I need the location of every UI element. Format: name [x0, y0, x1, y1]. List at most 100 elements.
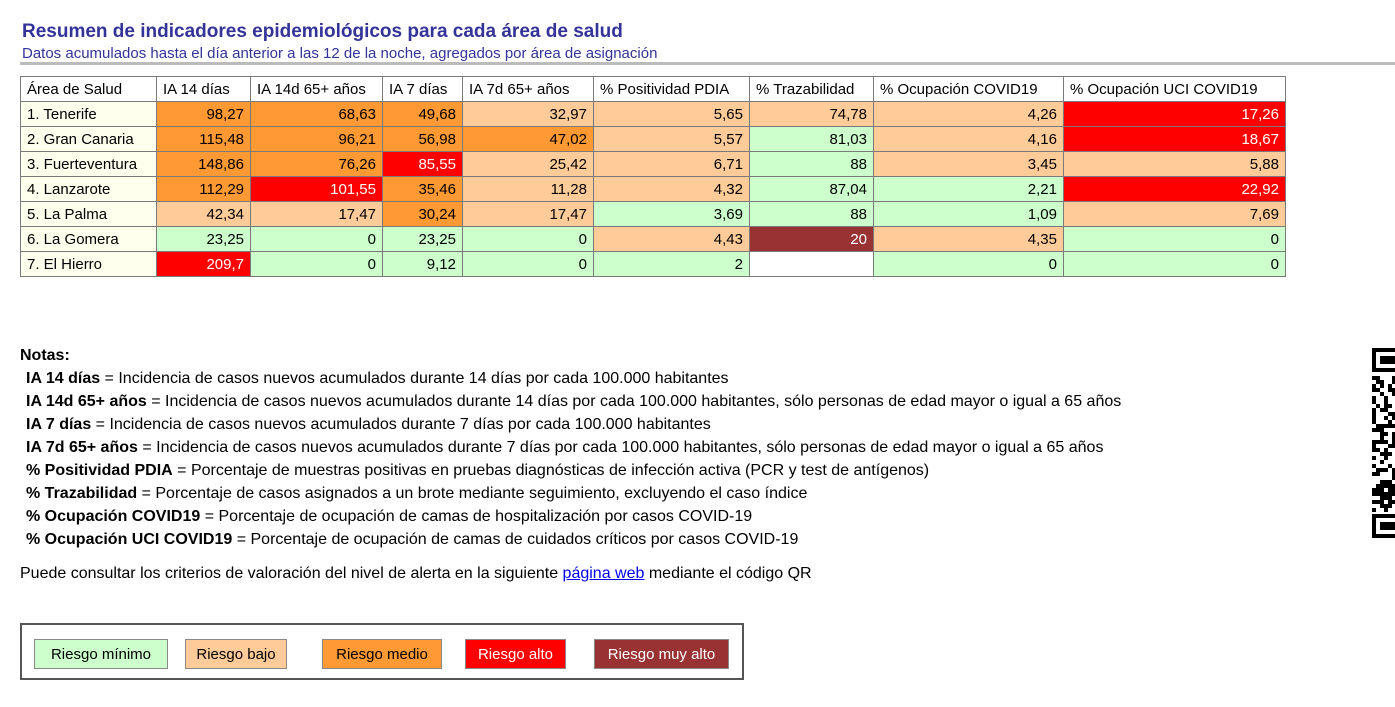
indicator-cell: 148,86	[156, 151, 251, 177]
indicator-cell: 0	[250, 251, 383, 277]
area-name-cell: 6. La Gomera	[20, 226, 157, 252]
note-definition: = Incidencia de casos nuevos acumulados …	[91, 416, 711, 433]
indicator-cell: 23,25	[156, 226, 251, 252]
indicator-cell: 47,02	[462, 126, 594, 152]
note-item: % Ocupación COVID19 = Porcentaje de ocup…	[20, 505, 1121, 528]
indicator-cell: 0	[250, 226, 383, 252]
indicator-cell: 0	[462, 251, 594, 277]
consult-text-before: Puede consultar los criterios de valorac…	[20, 565, 563, 582]
note-term: IA 7d 65+ años	[26, 439, 138, 456]
consult-text-after: mediante el código QR	[644, 565, 812, 582]
indicator-cell: 74,78	[749, 101, 874, 127]
page-title: Resumen de indicadores epidemiológicos p…	[22, 21, 623, 42]
notes-section: Notas: IA 14 días = Incidencia de casos …	[20, 344, 1121, 551]
column-header: % Trazabilidad	[749, 76, 874, 102]
column-header: % Ocupación COVID19	[873, 76, 1064, 102]
indicator-cell: 18,67	[1063, 126, 1286, 152]
indicator-cell: 6,71	[593, 151, 750, 177]
note-definition: = Incidencia de casos nuevos acumulados …	[146, 393, 1122, 410]
area-name-cell: 5. La Palma	[20, 201, 157, 227]
indicator-cell: 4,26	[873, 101, 1064, 127]
indicator-cell: 35,46	[382, 176, 463, 202]
note-definition: = Porcentaje de casos asignados a un bro…	[137, 485, 808, 502]
indicator-cell: 49,68	[382, 101, 463, 127]
legend-item: Riesgo muy alto	[594, 639, 729, 669]
table-row: 1. Tenerife 98,27 68,63 49,68 32,97 5,65 74,78…	[20, 101, 1286, 127]
note-definition: = Porcentaje de muestras positivas en pr…	[172, 462, 930, 479]
note-definition: = Incidencia de casos nuevos acumulados …	[100, 370, 729, 387]
note-item: IA 7d 65+ años = Incidencia de casos nue…	[20, 436, 1121, 459]
indicator-cell: 3,69	[593, 201, 750, 227]
indicator-cell: 5,88	[1063, 151, 1286, 177]
table-row: 6. La Gomera 23,25 0 23,25 0 4,43 20 4,35 0	[20, 226, 1286, 252]
legend-item: Riesgo alto	[465, 639, 566, 669]
note-item: IA 14d 65+ años = Incidencia de casos nu…	[20, 390, 1121, 413]
indicator-cell: 68,63	[250, 101, 383, 127]
indicator-cell: 81,03	[749, 126, 874, 152]
note-term: IA 14d 65+ años	[26, 393, 147, 410]
notes-heading: Notas:	[20, 347, 70, 364]
note-term: % Ocupación UCI COVID19	[26, 531, 233, 548]
table-row: 3. Fuerteventura 148,86 76,26 85,55 25,42 6,7…	[20, 151, 1286, 177]
column-header: % Positividad PDIA	[593, 76, 750, 102]
column-header: IA 7d 65+ años	[462, 76, 594, 102]
column-header: Área de Salud	[20, 76, 157, 102]
indicator-cell: 20	[749, 226, 874, 252]
indicator-cell: 0	[873, 251, 1064, 277]
indicator-cell: 0	[462, 226, 594, 252]
indicator-cell: 101,55	[250, 176, 383, 202]
indicator-cell: 2	[593, 251, 750, 277]
note-term: % Ocupación COVID19	[26, 508, 201, 525]
indicator-cell: 88	[749, 151, 874, 177]
note-item: % Ocupación UCI COVID19 = Porcentaje de …	[20, 528, 1121, 551]
note-term: IA 7 días	[26, 416, 92, 433]
indicator-cell: 9,12	[382, 251, 463, 277]
area-name-cell: 7. El Hierro	[20, 251, 157, 277]
note-item: IA 7 días = Incidencia de casos nuevos a…	[20, 413, 1121, 436]
table-row: 5. La Palma 42,34 17,47 30,24 17,47 3,69 88 1,0…	[20, 201, 1286, 227]
indicator-cell: 56,98	[382, 126, 463, 152]
indicator-cell: 4,43	[593, 226, 750, 252]
legend-item: Riesgo medio	[322, 639, 442, 669]
indicator-cell: 115,48	[156, 126, 251, 152]
table-row: 2. Gran Canaria 115,48 96,21 56,98 47,02 5,57…	[20, 126, 1286, 152]
indicator-cell: 32,97	[462, 101, 594, 127]
indicator-cell: 4,16	[873, 126, 1064, 152]
indicator-cell: 0	[1063, 226, 1286, 252]
indicators-table: Área de Salud IA 14 días IA 14d 65+ años…	[20, 76, 1286, 277]
note-item: % Positividad PDIA = Porcentaje de muest…	[20, 459, 1121, 482]
table-row: 7. El Hierro 209,7 0 9,12 0 2 0 0	[20, 251, 1286, 277]
consult-text: Puede consultar los criterios de valorac…	[20, 565, 812, 583]
indicator-cell: 209,7	[156, 251, 251, 277]
indicator-cell: 42,34	[156, 201, 251, 227]
indicator-cell: 88	[749, 201, 874, 227]
note-item: % Trazabilidad = Porcentaje de casos asi…	[20, 482, 1121, 505]
page-subtitle: Datos acumulados hasta el día anterior a…	[22, 45, 658, 62]
indicator-cell: 7,69	[1063, 201, 1286, 227]
risk-legend: Riesgo mínimo Riesgo bajo Riesgo medio Ries…	[20, 623, 744, 680]
indicator-cell: 17,26	[1063, 101, 1286, 127]
indicator-cell: 30,24	[382, 201, 463, 227]
indicator-cell: 17,47	[250, 201, 383, 227]
table-header-row: Área de Salud IA 14 días IA 14d 65+ años…	[20, 76, 1286, 102]
indicator-cell: 98,27	[156, 101, 251, 127]
indicator-cell: 4,35	[873, 226, 1064, 252]
area-name-cell: 4. Lanzarote	[20, 176, 157, 202]
indicator-cell: 1,09	[873, 201, 1064, 227]
indicator-cell: 17,47	[462, 201, 594, 227]
indicator-cell: 112,29	[156, 176, 251, 202]
qr-code-icon[interactable]	[1372, 348, 1395, 538]
indicator-cell: 11,28	[462, 176, 594, 202]
indicator-cell: 4,32	[593, 176, 750, 202]
indicator-cell: 2,21	[873, 176, 1064, 202]
legend-item: Riesgo mínimo	[34, 639, 168, 669]
area-name-cell: 1. Tenerife	[20, 101, 157, 127]
note-term: IA 14 días	[26, 370, 101, 387]
indicator-cell: 5,57	[593, 126, 750, 152]
indicator-cell: 23,25	[382, 226, 463, 252]
indicator-cell: 85,55	[382, 151, 463, 177]
indicator-cell: 5,65	[593, 101, 750, 127]
web-page-link[interactable]: página web	[562, 565, 645, 582]
legend-item: Riesgo bajo	[185, 639, 287, 669]
table-row: 4. Lanzarote 112,29 101,55 35,46 11,28 4,32 87…	[20, 176, 1286, 202]
